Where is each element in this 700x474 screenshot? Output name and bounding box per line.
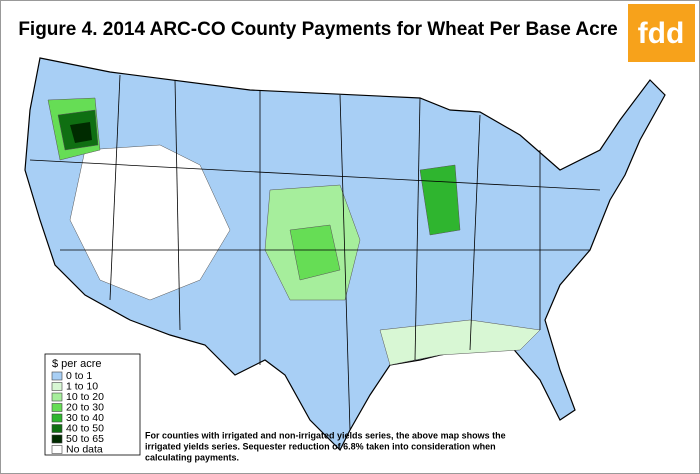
legend-swatch bbox=[51, 403, 63, 412]
legend-swatch bbox=[51, 445, 63, 454]
footnote-line: calculating payments. bbox=[145, 452, 239, 462]
legend-label: 10 to 20 bbox=[66, 391, 104, 403]
footnote-line: For counties with irrigated and non-irri… bbox=[145, 430, 506, 440]
legend-label: 40 to 50 bbox=[66, 422, 104, 434]
legend-swatch bbox=[51, 392, 63, 402]
state-lines bbox=[29, 74, 601, 431]
map-title: Figure 4. 2014 ARC-CO County Payments fo… bbox=[18, 19, 617, 40]
legend-label: 50 to 65 bbox=[66, 433, 104, 445]
legend-label: 20 to 30 bbox=[66, 401, 104, 413]
footnote: For counties with irrigated and non-irri… bbox=[145, 430, 506, 462]
region-south bbox=[379, 319, 541, 366]
region-kansas bbox=[289, 224, 341, 281]
us-map bbox=[24, 57, 666, 452]
legend-swatch bbox=[51, 413, 63, 423]
legend-swatch bbox=[51, 382, 63, 391]
legend-swatch bbox=[51, 434, 63, 444]
legend-swatch bbox=[51, 371, 63, 381]
legend-label: 1 to 10 bbox=[66, 380, 98, 392]
region-no-data bbox=[69, 144, 231, 301]
logo-box bbox=[628, 4, 695, 62]
legend-label: 30 to 40 bbox=[66, 412, 104, 424]
legend-title: $ per acre bbox=[52, 358, 102, 370]
legend-label: No data bbox=[66, 443, 103, 455]
legend-label: 0 to 1 bbox=[66, 370, 92, 382]
region-oregon-core bbox=[70, 122, 92, 143]
legend-swatch bbox=[51, 424, 63, 433]
logo: fdd bbox=[638, 17, 685, 50]
footnote-line: irrigated yields series. Sequester reduc… bbox=[145, 441, 496, 451]
